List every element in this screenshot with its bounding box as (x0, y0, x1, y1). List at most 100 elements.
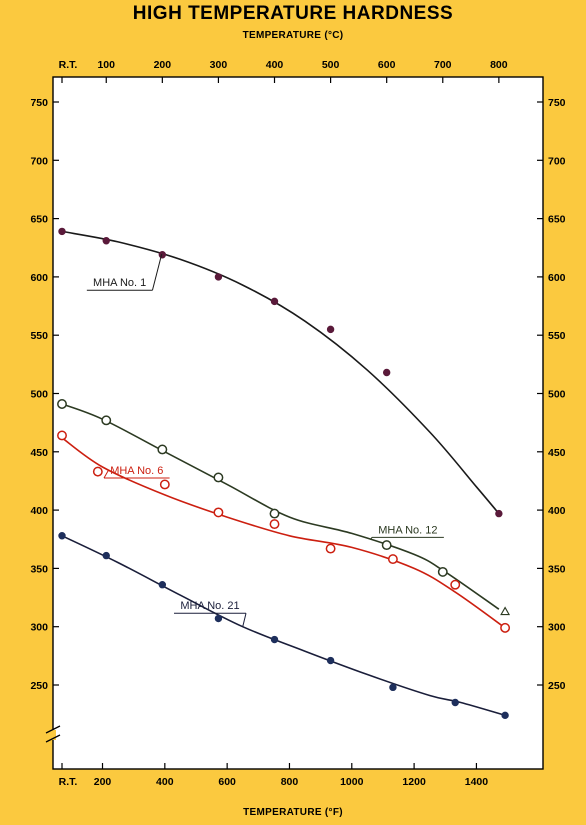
data-point (495, 509, 503, 518)
y-tick-label-right: 350 (548, 563, 566, 575)
top-axis-tick-label: 400 (266, 59, 284, 71)
y-tick-label-right: 700 (548, 155, 566, 167)
series-label-mha-no-21: MHA No. 21 (174, 600, 247, 627)
y-tick-label-left: 750 (30, 97, 48, 109)
y-tick-label-right: 500 (548, 389, 566, 401)
series-label-leader (151, 254, 163, 291)
bottom-axis-tick-label: 600 (218, 776, 236, 788)
series-mha-no-6 (57, 430, 511, 633)
series-label-leader (103, 469, 110, 479)
series-label-text: MHA No. 1 (93, 277, 146, 289)
series-mha-no-1 (58, 227, 503, 518)
data-point (326, 325, 335, 334)
y-tick-label-right: 450 (548, 447, 566, 459)
data-point (500, 622, 511, 633)
data-point-triangle (500, 606, 511, 616)
data-point (58, 532, 66, 540)
data-point (58, 227, 66, 236)
data-point (214, 614, 223, 623)
top-axis-tick-label: R.T. (59, 59, 78, 71)
bottom-axis-tick-label: 800 (281, 776, 299, 788)
series-label-leader (370, 537, 373, 540)
data-point (501, 711, 509, 720)
top-axis-tick-label: 500 (322, 59, 340, 71)
y-tick-label-left: 350 (30, 563, 48, 575)
data-point (269, 508, 280, 519)
y-tick-label-right: 250 (548, 680, 566, 692)
series-labels-layer: MHA No. 1 MHA No. 12 MHA No. 6 MHA No. 21 (86, 254, 444, 627)
top-axis-tick-label: 700 (434, 59, 452, 71)
bottom-axis-tick-label: 1000 (340, 776, 364, 788)
series-label-mha-no-1: MHA No. 1 (86, 254, 163, 291)
top-axis-tick-label: 600 (378, 59, 396, 71)
series-mha-no-12 (57, 399, 511, 616)
y-tick-label-left: 700 (30, 155, 48, 167)
series-line-mha-no-6 (61, 437, 506, 629)
y-tick-label-left: 250 (30, 680, 48, 692)
axis-break-stroke (45, 734, 61, 743)
data-point (451, 698, 459, 707)
data-point (213, 472, 224, 483)
top-axis-title: TEMPERATURE (°C) (243, 30, 344, 41)
data-point (381, 540, 392, 551)
series-label-text: MHA No. 12 (378, 524, 437, 536)
series-label-leader (242, 613, 247, 627)
data-point (157, 444, 168, 455)
y-tick-label-left: 300 (30, 622, 48, 634)
series-line-mha-no-1 (61, 230, 500, 515)
series-label-mha-no-12: MHA No. 12 (370, 524, 444, 540)
data-point (158, 251, 167, 259)
data-point (159, 479, 170, 490)
y-tick-label-left: 650 (30, 214, 48, 226)
data-point (213, 507, 224, 518)
axis-break-stroke (45, 725, 61, 734)
axis-break-mark (45, 725, 61, 743)
series-layer (57, 227, 511, 720)
data-point (387, 554, 398, 565)
y-tick-label-right: 650 (548, 214, 566, 226)
top-axis-tick-label: 300 (210, 59, 228, 71)
data-point (214, 273, 223, 281)
plot-area (52, 76, 544, 770)
bottom-axis-tick-label: R.T. (59, 776, 78, 788)
y-tick-label-left: 400 (30, 505, 48, 517)
y-tick-label-right: 600 (548, 272, 566, 284)
bottom-axis-tick-label: 1400 (465, 776, 489, 788)
bottom-axis-tick-label: 1200 (402, 776, 426, 788)
y-tick-label-right: 300 (548, 622, 566, 634)
data-point (450, 579, 461, 590)
data-point (269, 519, 280, 530)
y-tick-label-left: 500 (30, 389, 48, 401)
chart-title: HIGH TEMPERATURE HARDNESS (133, 3, 453, 24)
data-point (325, 543, 336, 554)
top-axis-tick-label: 200 (154, 59, 172, 71)
y-tick-label-left: 550 (30, 330, 48, 342)
data-point (326, 656, 335, 665)
axis-break-gap (50, 730, 56, 740)
series-mha-no-21 (58, 532, 509, 720)
top-axis-tick-label: 100 (97, 59, 115, 71)
top-axis-tick-label: 800 (490, 59, 508, 71)
y-tick-label-left: 450 (30, 447, 48, 459)
series-line-mha-no-12 (61, 403, 500, 610)
data-point (92, 466, 103, 477)
y-tick-label-right: 750 (548, 97, 566, 109)
data-point (270, 635, 279, 644)
axis-ticks-layer: 250 250 300 300 350 350 400 400 450 450 500 500 550 5… (30, 59, 565, 788)
data-point (101, 415, 112, 426)
y-tick-label-right: 400 (548, 505, 566, 517)
data-point (57, 399, 67, 409)
data-point (389, 683, 397, 692)
data-point (437, 566, 448, 577)
y-tick-label-left: 600 (30, 272, 48, 284)
bottom-axis-tick-label: 400 (156, 776, 174, 788)
series-line-mha-no-21 (61, 535, 506, 717)
data-point (102, 237, 110, 245)
bottom-axis-tick-label: 200 (94, 776, 112, 788)
data-point (382, 368, 391, 377)
data-point (158, 581, 167, 589)
data-point (102, 551, 110, 560)
series-label-text: MHA No. 6 (110, 465, 163, 477)
